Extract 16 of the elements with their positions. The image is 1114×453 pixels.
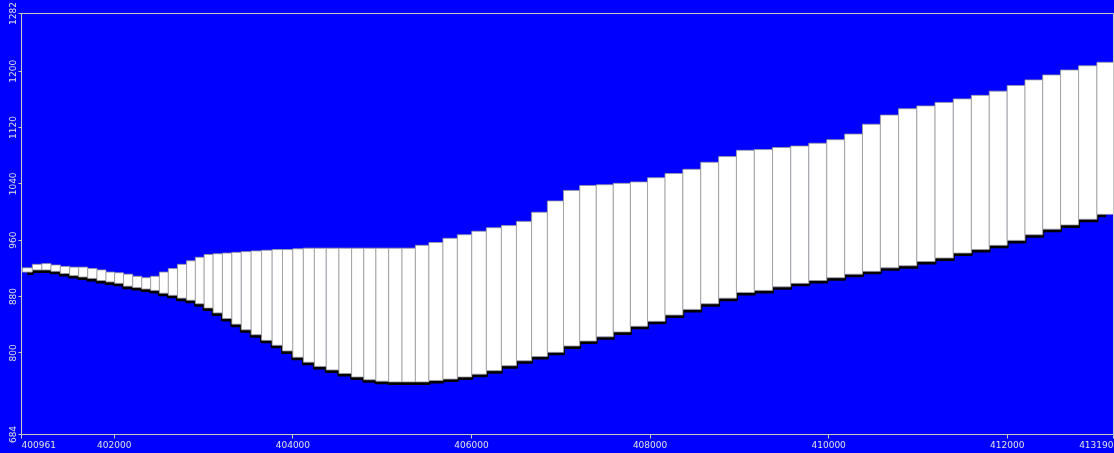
x-tick-label: 408000: [632, 439, 668, 450]
y-tick-label: 800: [7, 343, 18, 362]
x-tick-label: 412000: [990, 439, 1025, 450]
y-tick-label: 960: [7, 231, 18, 249]
y-tick-label: 1040: [7, 172, 18, 196]
x-tick-label: 406000: [454, 439, 489, 450]
x-tick-label: 413190: [1079, 439, 1114, 450]
y-tick-label: 684: [7, 425, 18, 444]
y-tick-label: 1282: [7, 2, 18, 25]
x-tick-label: 404000: [275, 439, 311, 450]
y-tick-label: 880: [7, 287, 18, 306]
y-tick-label: 1200: [7, 59, 18, 83]
x-tick-label: 410000: [811, 439, 847, 450]
x-tick-label: 402000: [97, 439, 132, 450]
y-tick-label: 1120: [7, 115, 18, 139]
x-tick-label: 400961: [21, 439, 56, 450]
